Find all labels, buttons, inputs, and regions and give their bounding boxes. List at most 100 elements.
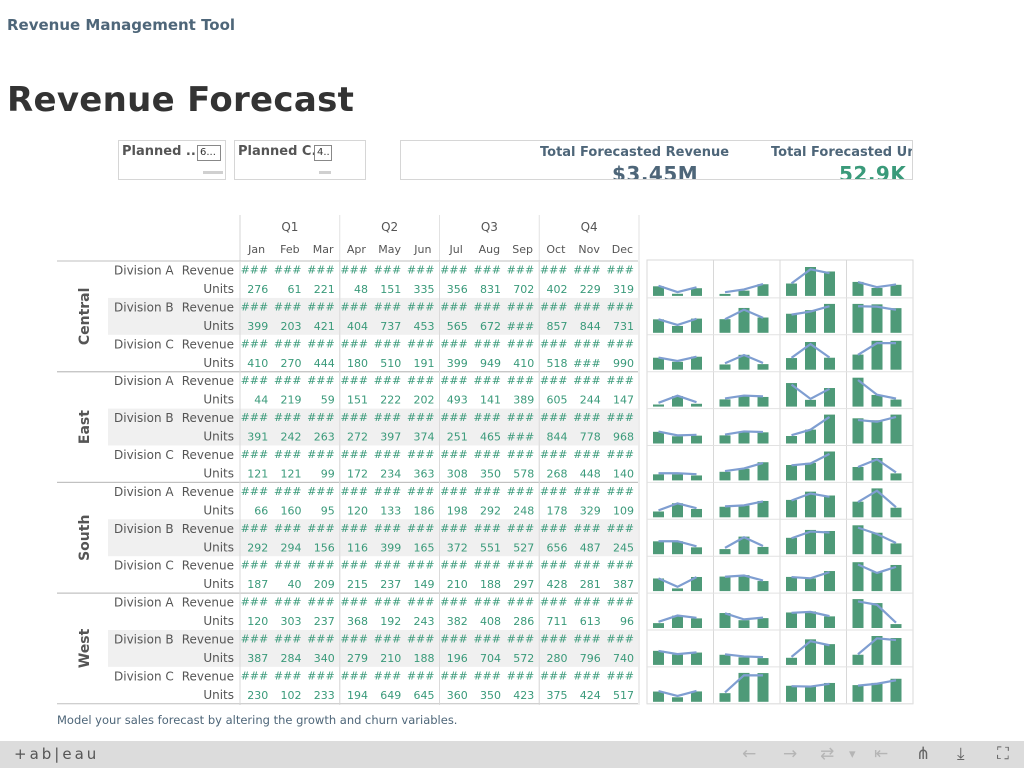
filter-value-input[interactable]: 6... xyxy=(197,145,221,161)
filter-slider[interactable] xyxy=(203,171,223,174)
revenue-cell: ### xyxy=(440,485,468,498)
revenue-cell: ### xyxy=(241,374,269,387)
revenue-cell: ### xyxy=(241,596,269,609)
revenue-cell: ### xyxy=(340,485,368,498)
units-cell: ### xyxy=(507,431,535,444)
revenue-cell: ### xyxy=(473,264,501,277)
crosstab-grid: Q1 Q2 Q3 Q4 Jan Feb Mar Apr May Jun Jul Aug Sep Oct No… xyxy=(57,215,914,705)
units-cell: 245 xyxy=(613,541,634,554)
revenue-cell: ### xyxy=(606,337,634,350)
redo-icon[interactable]: → xyxy=(783,744,798,764)
units-cell: 178 xyxy=(547,504,568,517)
app-title: Revenue Management Tool xyxy=(7,16,236,34)
sparkline-bar xyxy=(757,500,769,518)
download-icon[interactable]: ⤓ xyxy=(957,744,965,764)
units-cell: 672 xyxy=(480,320,501,333)
sparkline-line xyxy=(857,305,897,311)
units-cell: 518 xyxy=(547,357,568,370)
filter-slider[interactable] xyxy=(319,171,331,174)
sparkline-line xyxy=(857,415,897,423)
sparkline-bar xyxy=(852,599,864,628)
row-band xyxy=(108,297,638,335)
units-cell: 410 xyxy=(513,357,534,370)
measure-label: Revenue xyxy=(182,669,234,683)
revenue-cell: ### xyxy=(307,448,335,461)
sparkline-line xyxy=(658,614,697,623)
division-label: Division A xyxy=(114,264,174,278)
filter-planned-churn[interactable]: Planned C... 4.. xyxy=(234,140,366,180)
sparkline-bar xyxy=(890,414,902,444)
filter-value-input[interactable]: 4.. xyxy=(314,145,332,161)
revenue-cell: ### xyxy=(407,559,435,572)
units-cell: 578 xyxy=(513,467,534,480)
sparkline-bar xyxy=(653,404,664,407)
sparkline-bar xyxy=(757,673,769,702)
sparkline-bar xyxy=(738,431,750,444)
units-cell: 251 xyxy=(447,431,468,444)
sparkline-bar xyxy=(653,511,664,518)
sparkline-bar xyxy=(653,357,664,370)
sparkline-line xyxy=(791,682,830,688)
units-cell: 210 xyxy=(380,652,401,665)
sparkline-line xyxy=(658,689,697,698)
sparkline-bar xyxy=(871,458,883,481)
tableau-toolbar: +ab|eau ← → ⇄ ▾ ⇤ ⋔ ⤓ ⛶ xyxy=(0,741,1024,768)
share-icon[interactable]: ⋔ xyxy=(916,744,931,764)
sparkline-bar xyxy=(653,541,664,555)
units-cell: 796 xyxy=(580,652,601,665)
revenue-cell: ### xyxy=(307,300,335,313)
units-cell: 188 xyxy=(480,578,501,591)
revenue-cell: ### xyxy=(540,337,568,350)
revenue-cell: ### xyxy=(307,264,335,277)
sparkline-bar xyxy=(757,432,769,444)
fullscreen-icon[interactable]: ⛶ xyxy=(997,744,1009,764)
units-cell: 281 xyxy=(580,578,601,591)
revert-icon[interactable]: ⇄ xyxy=(820,744,835,764)
measure-label: Units xyxy=(203,356,234,370)
sparkline-bar xyxy=(824,271,835,296)
sparkline-line xyxy=(857,489,897,508)
sparkline-bar xyxy=(738,575,750,592)
filter-planned-growth[interactable]: Planned ... 6... xyxy=(118,140,226,180)
revenue-cell: ### xyxy=(274,559,302,572)
sparkline-bar xyxy=(691,435,702,444)
back-to-start-icon[interactable]: ⇤ xyxy=(874,744,889,764)
sparkline-bar xyxy=(719,319,731,333)
measure-label: Units xyxy=(203,503,234,517)
sparkline-bar xyxy=(757,581,769,592)
revenue-cell: ### xyxy=(241,633,269,646)
units-cell: 408 xyxy=(480,615,501,628)
undo-icon[interactable]: ← xyxy=(742,744,757,764)
sparkline-bar xyxy=(805,399,816,407)
units-cell: 237 xyxy=(314,615,335,628)
sparkline-line xyxy=(791,530,830,540)
units-cell: 711 xyxy=(547,615,568,628)
units-cell: 397 xyxy=(380,431,401,444)
sparkline-line xyxy=(791,571,830,580)
units-cell: ### xyxy=(573,357,601,370)
revenue-cell: ### xyxy=(540,559,568,572)
units-cell: ### xyxy=(507,320,535,333)
sparkline-bar xyxy=(890,340,902,370)
units-cell: 335 xyxy=(414,283,435,296)
sparkline-bar xyxy=(738,536,750,555)
revenue-cell: ### xyxy=(606,522,634,535)
sparkline-bar xyxy=(786,283,797,296)
units-cell: 210 xyxy=(447,578,468,591)
sparkline-line xyxy=(724,461,764,473)
sparkline-bar xyxy=(672,436,683,444)
chevron-down-icon[interactable]: ▾ xyxy=(849,747,856,762)
tableau-logo[interactable]: +ab|eau xyxy=(14,745,100,763)
units-cell: 340 xyxy=(314,652,335,665)
sparkline-bar xyxy=(653,319,664,333)
footnote: Model your sales forecast by altering th… xyxy=(57,713,458,727)
sparkline-bar xyxy=(852,562,864,592)
units-cell: 990 xyxy=(613,357,634,370)
measure-label: Units xyxy=(203,466,234,480)
revenue-cell: ### xyxy=(473,485,501,498)
sparkline-bar xyxy=(871,488,883,518)
division-label: Division B xyxy=(114,633,174,647)
units-cell: 284 xyxy=(281,652,302,665)
measure-label: Units xyxy=(203,651,234,665)
sparkline-bar xyxy=(871,420,883,444)
